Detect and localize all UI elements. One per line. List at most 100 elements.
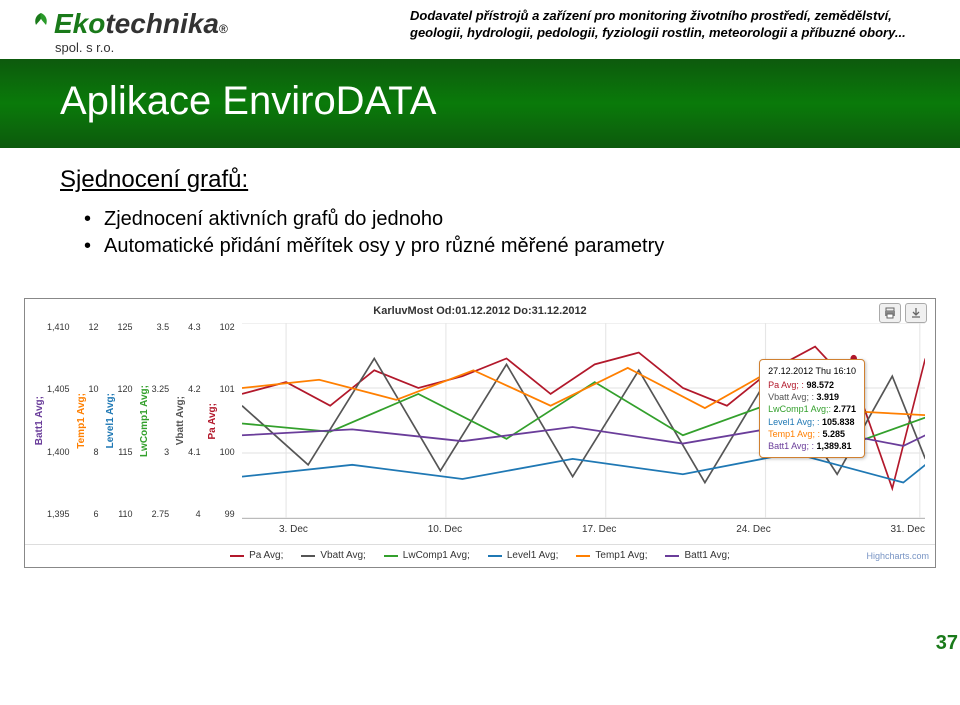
y-ticks: 12 10 8 6 (89, 323, 99, 519)
logo-technika-text: technika (105, 8, 219, 40)
x-tick: 31. Dec (891, 524, 925, 535)
y-tick: 3.5 (152, 323, 170, 332)
page-number: 37 (936, 632, 958, 655)
chart-legend: Pa Avg; Vbatt Avg; LwComp1 Avg; Level1 Avg;… (25, 544, 935, 561)
y-ticks: 4.3 4.2 4.1 4 (188, 323, 201, 519)
legend-label: LwComp1 Avg; (403, 550, 470, 561)
y-axes: Batt1 Avg;1,4101,4051,4001,395Temp1 Avg;… (31, 323, 238, 519)
legend-swatch (576, 555, 590, 557)
y-tick: 2.75 (152, 510, 170, 519)
legend-label: Vbatt Avg; (320, 550, 365, 561)
y-ticks: 125 120 115 110 (118, 323, 133, 519)
list-item: Zjednocení aktivních grafů do jednoho (84, 208, 900, 231)
y-tick: 1,410 (47, 323, 70, 332)
y-tick: 99 (220, 510, 235, 519)
chart-credit: Highcharts.com (866, 551, 929, 561)
y-tick: 1,405 (47, 385, 70, 394)
y-axis-label: Pa Avg; (207, 403, 218, 440)
y-tick: 10 (89, 385, 99, 394)
tooltip-row: LwComp1 Avg;: 2.771 (768, 403, 856, 415)
legend-swatch (665, 555, 679, 557)
y-axis-label: Vbatt Avg; (175, 396, 186, 445)
y-ticks: 3.5 3.25 3 2.75 (152, 323, 170, 519)
tooltip-row: Vbatt Avg; : 3.919 (768, 391, 856, 403)
y-axis: LwComp1 Avg; 3.5 3.25 3 2.75 (136, 323, 173, 519)
tooltip-row: Batt1 Avg; : 1,389.81 (768, 440, 856, 452)
list-item: Automatické přidání měřítek osy y pro rů… (84, 235, 900, 258)
legend-item[interactable]: LwComp1 Avg; (384, 550, 470, 561)
y-tick: 3 (152, 448, 170, 457)
y-ticks: 102 101 100 99 (220, 323, 235, 519)
logo-reg: ® (219, 22, 228, 36)
leaf-icon (30, 11, 52, 38)
y-tick: 100 (220, 448, 235, 457)
y-tick: 8 (89, 448, 99, 457)
x-tick: 24. Dec (736, 524, 770, 535)
legend-label: Temp1 Avg; (595, 550, 647, 561)
legend-item[interactable]: Pa Avg; (230, 550, 283, 561)
y-tick: 101 (220, 385, 235, 394)
section-subtitle: Sjednocení grafů: (60, 166, 900, 194)
y-axis: Batt1 Avg; 1,410 1,405 1,400 1,395 (31, 323, 73, 519)
tooltip-row: Pa Avg; : 98.572 (768, 379, 856, 391)
y-axis-label: Level1 Avg; (105, 393, 116, 448)
chart-container: KarluvMost Od:01.12.2012 Do:31.12.2012 B… (24, 298, 936, 568)
y-tick: 4.3 (188, 323, 201, 332)
y-axis-label: LwComp1 Avg; (139, 385, 150, 457)
x-tick: 3. Dec (279, 524, 308, 535)
legend-item[interactable]: Level1 Avg; (488, 550, 559, 561)
chart-body: Batt1 Avg;1,4101,4051,4001,395Temp1 Avg;… (31, 323, 925, 519)
legend-item[interactable]: Temp1 Avg; (576, 550, 647, 561)
y-axis-label: Temp1 Avg; (76, 393, 87, 449)
y-tick: 4.2 (188, 385, 201, 394)
y-tick: 12 (89, 323, 99, 332)
x-tick: 17. Dec (582, 524, 616, 535)
chart-title: KarluvMost Od:01.12.2012 Do:31.12.2012 (25, 299, 935, 317)
tooltip-header: 27.12.2012 Thu 16:10 (768, 365, 856, 377)
y-tick: 4.1 (188, 448, 201, 457)
legend-swatch (488, 555, 502, 557)
tooltip-row: Temp1 Avg; : 5.285 (768, 428, 856, 440)
x-tick: 10. Dec (428, 524, 462, 535)
plot-area[interactable]: 27.12.2012 Thu 16:10 Pa Avg; : 98.572Vba… (242, 323, 925, 519)
y-tick: 110 (118, 510, 133, 519)
logo-main: Ekotechnika® (30, 8, 228, 40)
content-area: Sjednocení grafů: Zjednocení aktivních g… (0, 148, 960, 280)
y-tick: 102 (220, 323, 235, 332)
y-axis: Pa Avg; 102 101 100 99 (204, 323, 238, 519)
y-axis: Temp1 Avg; 12 10 8 6 (73, 323, 102, 519)
legend-label: Level1 Avg; (507, 550, 559, 561)
y-tick: 3.25 (152, 385, 170, 394)
logo-eko-text: Eko (54, 8, 105, 40)
legend-item[interactable]: Vbatt Avg; (301, 550, 365, 561)
legend-label: Batt1 Avg; (684, 550, 729, 561)
y-tick: 120 (118, 385, 133, 394)
y-tick: 1,400 (47, 448, 70, 457)
tooltip-row: Level1 Avg; : 105.838 (768, 416, 856, 428)
page-title: Aplikace EnviroDATA (60, 79, 900, 124)
legend-swatch (301, 555, 315, 557)
legend-label: Pa Avg; (249, 550, 283, 561)
x-axis: 3. Dec 10. Dec 17. Dec 24. Dec 31. Dec (279, 524, 925, 535)
legend-swatch (384, 555, 398, 557)
y-axis-label: Batt1 Avg; (34, 396, 45, 445)
logo-subtitle: spol. s r.o. (55, 40, 228, 55)
y-tick: 1,395 (47, 510, 70, 519)
header: Ekotechnika® spol. s r.o. Dodavatel přís… (0, 0, 960, 59)
y-tick: 6 (89, 510, 99, 519)
tagline: Dodavatel přístrojů a zařízení pro monit… (410, 8, 940, 42)
y-tick: 125 (118, 323, 133, 332)
y-ticks: 1,410 1,405 1,400 1,395 (47, 323, 70, 519)
download-icon[interactable] (905, 303, 927, 323)
bullet-list: Zjednocení aktivních grafů do jednoho Au… (84, 208, 900, 258)
logo: Ekotechnika® spol. s r.o. (30, 8, 228, 55)
print-icon[interactable] (879, 303, 901, 323)
y-axis: Level1 Avg; 125 120 115 110 (102, 323, 136, 519)
legend-item[interactable]: Batt1 Avg; (665, 550, 729, 561)
y-tick: 115 (118, 448, 133, 457)
title-band: Aplikace EnviroDATA (0, 59, 960, 148)
y-tick: 4 (188, 510, 201, 519)
y-axis: Vbatt Avg; 4.3 4.2 4.1 4 (172, 323, 204, 519)
chart-tooltip: 27.12.2012 Thu 16:10 Pa Avg; : 98.572Vba… (759, 359, 865, 458)
legend-swatch (230, 555, 244, 557)
